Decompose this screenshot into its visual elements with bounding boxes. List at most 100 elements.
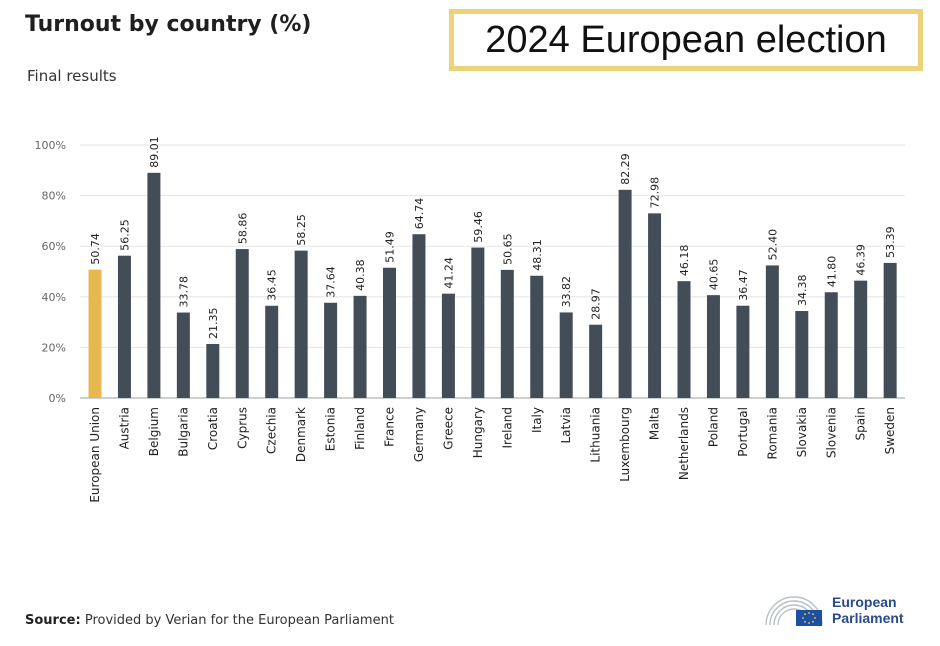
bar <box>235 249 249 398</box>
category-label: Poland <box>706 407 720 447</box>
category-label: Denmark <box>294 407 308 462</box>
category-label: Netherlands <box>677 407 691 480</box>
category-label: Cyprus <box>235 407 249 449</box>
category-label: Hungary <box>471 407 485 458</box>
bar <box>206 343 220 398</box>
value-label: 36.47 <box>737 269 750 301</box>
source-note: Source: Provided by Verian for the Europ… <box>25 613 394 628</box>
value-label: 41.24 <box>442 257 455 289</box>
category-label: Malta <box>648 407 662 440</box>
bar <box>441 293 455 398</box>
value-label: 58.25 <box>295 214 308 246</box>
value-label: 64.74 <box>413 198 426 230</box>
value-label: 41.80 <box>825 256 838 288</box>
y-tick-label: 0% <box>49 392 66 405</box>
bar <box>412 234 426 398</box>
category-label: Germany <box>412 407 426 462</box>
bar <box>559 312 573 398</box>
category-label: Latvia <box>559 407 573 444</box>
bar <box>706 295 720 398</box>
logo-line-2: Parliament <box>832 610 904 626</box>
y-tick-label: 80% <box>42 190 66 203</box>
value-label: 48.31 <box>531 239 544 271</box>
value-label: 36.45 <box>266 269 279 301</box>
bar <box>736 305 750 398</box>
bar <box>383 267 396 398</box>
value-label: 46.18 <box>678 245 691 277</box>
bar <box>765 265 779 398</box>
value-label: 28.97 <box>590 288 603 320</box>
category-label: Belgium <box>147 407 161 456</box>
value-label: 56.25 <box>118 219 131 251</box>
european-parliament-logo: European Parliament <box>762 590 922 630</box>
category-label: Slovenia <box>824 407 838 458</box>
bar <box>176 312 190 398</box>
bar <box>500 269 514 398</box>
category-label: Luxembourg <box>618 407 632 482</box>
value-label: 82.29 <box>619 153 632 185</box>
category-label: Austria <box>117 407 131 449</box>
election-banner: 2024 European election <box>449 9 923 71</box>
category-label: Spain <box>854 407 868 441</box>
value-label: 46.39 <box>855 244 868 276</box>
bar <box>795 311 809 398</box>
bar <box>88 269 102 398</box>
category-label: Greece <box>441 407 455 450</box>
value-label: 50.65 <box>501 233 514 265</box>
value-label: 59.46 <box>472 211 485 243</box>
bar <box>677 281 691 398</box>
category-label: Slovakia <box>795 407 809 457</box>
category-label: Ireland <box>500 407 514 449</box>
value-label: 33.78 <box>177 276 190 308</box>
category-label: European Union <box>88 407 102 503</box>
category-label: Sweden <box>883 407 897 454</box>
value-label: 34.38 <box>796 275 809 307</box>
y-tick-label: 40% <box>42 291 66 304</box>
logo-line-1: European <box>832 594 897 610</box>
category-label: Croatia <box>206 407 220 450</box>
bar <box>854 280 868 398</box>
value-label: 33.82 <box>560 276 573 308</box>
category-label: Romania <box>765 407 779 459</box>
category-label: Italy <box>530 407 544 433</box>
y-tick-label: 100% <box>35 139 66 152</box>
bar <box>353 295 367 398</box>
value-label: 40.65 <box>707 259 720 291</box>
source-label: Source: <box>25 613 81 628</box>
category-label: Czechia <box>265 407 279 454</box>
parliament-hemicycle-icon <box>765 596 823 626</box>
logo-text: European Parliament <box>832 594 904 626</box>
value-label: 89.01 <box>148 136 161 168</box>
bar <box>883 262 897 398</box>
eu-flag-icon <box>796 610 822 626</box>
bar <box>589 324 603 398</box>
bar <box>530 275 544 398</box>
bar <box>618 189 632 398</box>
y-tick-label: 20% <box>42 341 66 354</box>
value-label: 51.49 <box>384 231 397 263</box>
category-label: Estonia <box>324 407 338 451</box>
bar <box>265 305 279 398</box>
value-label: 40.38 <box>354 259 367 291</box>
category-label: Finland <box>353 407 367 450</box>
value-label: 50.74 <box>89 233 102 265</box>
category-label: Portugal <box>736 407 750 457</box>
category-label: Lithuania <box>589 407 603 463</box>
turnout-bar-chart: 0% 20% 40% 60% 80% 100% 50.74 European Union 56.… <box>35 136 905 503</box>
bar <box>824 292 838 398</box>
source-text: Provided by Verian for the European Parl… <box>84 613 394 628</box>
bar <box>294 250 308 398</box>
bar <box>117 255 131 398</box>
value-label: 21.35 <box>207 307 220 339</box>
value-label: 58.86 <box>236 213 249 245</box>
chart-title: Turnout by country (%) <box>25 12 312 37</box>
y-tick-label: 60% <box>42 240 66 253</box>
value-label: 52.40 <box>766 229 779 261</box>
category-label: France <box>383 407 397 447</box>
chart-subtitle: Final results <box>27 67 117 85</box>
bar <box>147 172 161 398</box>
bar <box>648 213 662 398</box>
value-label: 37.64 <box>325 266 338 298</box>
bar <box>471 247 485 398</box>
value-label: 72.98 <box>649 177 662 209</box>
